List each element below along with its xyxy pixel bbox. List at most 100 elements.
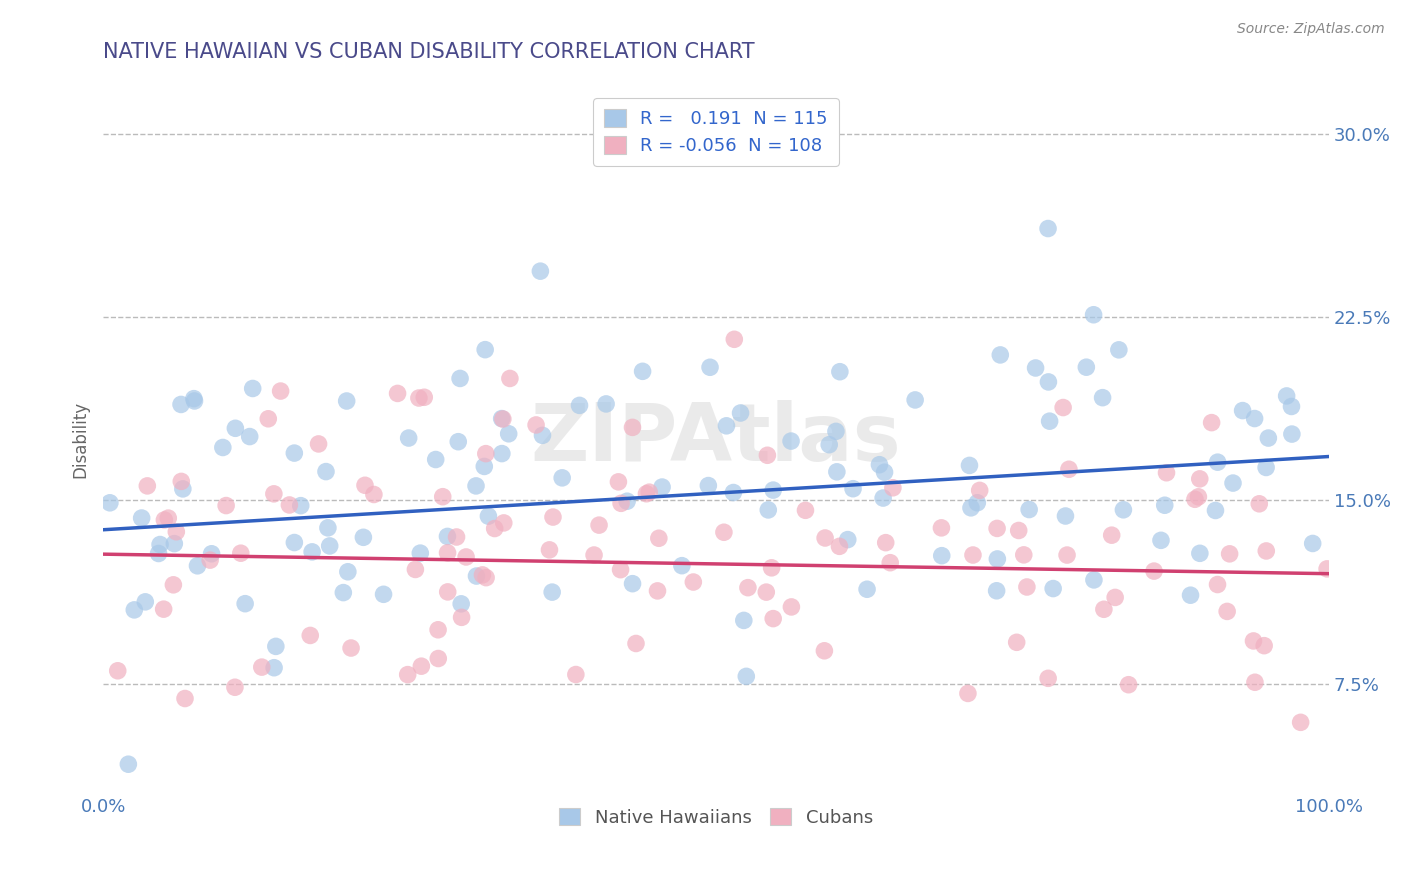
Point xyxy=(299,628,322,642)
Point xyxy=(436,546,458,560)
Point xyxy=(638,485,661,500)
Point xyxy=(98,496,121,510)
Point xyxy=(1232,403,1254,417)
Point xyxy=(224,421,246,435)
Point xyxy=(172,482,194,496)
Point xyxy=(986,521,1008,535)
Point xyxy=(1180,588,1202,602)
Point xyxy=(1201,416,1223,430)
Point xyxy=(682,574,704,589)
Legend: Native Hawaiians, Cubans: Native Hawaiians, Cubans xyxy=(551,801,880,834)
Point xyxy=(879,556,901,570)
Point xyxy=(1008,524,1031,538)
Point xyxy=(1219,547,1241,561)
Point xyxy=(1275,389,1298,403)
Point xyxy=(868,458,890,472)
Point xyxy=(1108,343,1130,357)
Point xyxy=(1153,498,1175,512)
Point xyxy=(1092,602,1115,616)
Point xyxy=(396,667,419,681)
Point xyxy=(1012,548,1035,562)
Point xyxy=(624,636,647,650)
Point xyxy=(595,397,617,411)
Point xyxy=(583,548,606,562)
Point xyxy=(1150,533,1173,548)
Point xyxy=(499,371,522,385)
Point xyxy=(471,568,494,582)
Point xyxy=(607,475,630,489)
Point xyxy=(986,552,1008,566)
Point xyxy=(1243,411,1265,425)
Point xyxy=(1039,414,1062,428)
Point xyxy=(648,531,671,545)
Point xyxy=(450,610,472,624)
Point xyxy=(762,483,785,497)
Point xyxy=(756,503,779,517)
Point xyxy=(1188,472,1211,486)
Point xyxy=(1256,544,1278,558)
Point xyxy=(780,599,803,614)
Point xyxy=(882,481,904,495)
Point xyxy=(1015,580,1038,594)
Point xyxy=(427,623,450,637)
Point xyxy=(988,348,1011,362)
Point xyxy=(636,487,658,501)
Point xyxy=(538,542,561,557)
Point xyxy=(477,509,499,524)
Point xyxy=(315,465,337,479)
Point xyxy=(794,503,817,517)
Point xyxy=(818,438,841,452)
Point xyxy=(215,499,238,513)
Point xyxy=(541,585,564,599)
Point xyxy=(211,441,233,455)
Point xyxy=(474,343,496,357)
Point xyxy=(270,384,292,398)
Point xyxy=(165,524,187,539)
Point xyxy=(1101,528,1123,542)
Point xyxy=(631,364,654,378)
Point xyxy=(233,597,256,611)
Point xyxy=(1187,490,1209,504)
Point xyxy=(1253,639,1275,653)
Point xyxy=(398,431,420,445)
Point xyxy=(318,539,340,553)
Point xyxy=(449,371,471,385)
Point xyxy=(229,546,252,560)
Text: ZIPAtlas: ZIPAtlas xyxy=(530,401,901,478)
Point xyxy=(432,490,454,504)
Point xyxy=(174,691,197,706)
Point xyxy=(761,561,783,575)
Point xyxy=(409,546,432,560)
Point xyxy=(713,525,735,540)
Point xyxy=(959,458,981,473)
Point xyxy=(472,459,495,474)
Point xyxy=(162,578,184,592)
Point xyxy=(966,496,988,510)
Point xyxy=(588,518,610,533)
Point xyxy=(755,585,778,599)
Point xyxy=(1257,431,1279,445)
Point xyxy=(565,667,588,681)
Point xyxy=(730,406,752,420)
Point xyxy=(551,471,574,485)
Point xyxy=(336,394,359,409)
Point xyxy=(723,332,745,346)
Point xyxy=(242,382,264,396)
Point xyxy=(404,562,426,576)
Point xyxy=(1076,360,1098,375)
Point xyxy=(107,664,129,678)
Point xyxy=(475,571,498,585)
Point xyxy=(814,531,837,545)
Point xyxy=(465,569,488,583)
Point xyxy=(825,465,848,479)
Point xyxy=(239,429,262,443)
Point xyxy=(969,483,991,498)
Point xyxy=(531,428,554,442)
Point xyxy=(1052,401,1074,415)
Point xyxy=(962,548,984,562)
Point xyxy=(134,595,156,609)
Point xyxy=(290,499,312,513)
Point xyxy=(621,576,644,591)
Point xyxy=(301,545,323,559)
Point xyxy=(148,547,170,561)
